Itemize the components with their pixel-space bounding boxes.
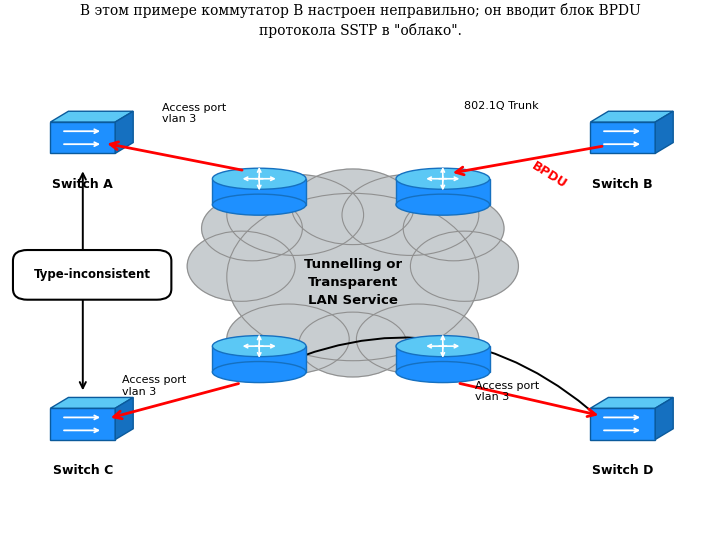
Bar xyxy=(396,346,490,372)
Text: В этом примере коммутатор В настроен неправильно; он вводит блок BPDU
протокола : В этом примере коммутатор В настроен неп… xyxy=(80,3,640,37)
Ellipse shape xyxy=(292,169,414,245)
Text: Switch A: Switch A xyxy=(53,178,113,191)
Text: Type-inconsistent: Type-inconsistent xyxy=(34,268,150,281)
Ellipse shape xyxy=(396,168,490,189)
Ellipse shape xyxy=(212,168,306,189)
Text: Access port
vlan 3: Access port vlan 3 xyxy=(162,103,226,124)
Ellipse shape xyxy=(187,231,295,301)
Ellipse shape xyxy=(396,362,490,382)
Bar xyxy=(50,122,115,153)
Polygon shape xyxy=(50,111,133,122)
Bar xyxy=(50,408,115,440)
Ellipse shape xyxy=(396,335,490,356)
Ellipse shape xyxy=(212,335,306,356)
Bar xyxy=(212,179,306,205)
Ellipse shape xyxy=(403,196,504,261)
Ellipse shape xyxy=(356,304,479,374)
Polygon shape xyxy=(655,111,673,153)
Polygon shape xyxy=(590,111,673,122)
Polygon shape xyxy=(655,397,673,440)
Polygon shape xyxy=(50,397,133,408)
Text: BPDU: BPDU xyxy=(529,160,569,191)
Ellipse shape xyxy=(212,362,306,382)
Text: Access port
vlan 3: Access port vlan 3 xyxy=(475,381,539,402)
Ellipse shape xyxy=(227,193,479,361)
Text: Switch D: Switch D xyxy=(592,464,654,477)
Polygon shape xyxy=(115,111,133,153)
Text: Tunnelling or
Transparent
LAN Service: Tunnelling or Transparent LAN Service xyxy=(304,258,402,307)
Bar xyxy=(212,346,306,372)
Text: 802.1Q Trunk: 802.1Q Trunk xyxy=(464,100,539,111)
Text: Switch C: Switch C xyxy=(53,464,113,477)
Bar xyxy=(396,179,490,205)
Ellipse shape xyxy=(299,312,407,377)
Ellipse shape xyxy=(396,194,490,215)
Text: Switch B: Switch B xyxy=(593,178,653,191)
Ellipse shape xyxy=(212,194,306,215)
Ellipse shape xyxy=(202,196,302,261)
Ellipse shape xyxy=(227,174,364,255)
FancyBboxPatch shape xyxy=(13,250,171,300)
Polygon shape xyxy=(115,397,133,440)
Text: Access port
vlan 3: Access port vlan 3 xyxy=(122,375,186,397)
Polygon shape xyxy=(590,397,673,408)
Bar xyxy=(590,122,655,153)
Bar xyxy=(590,408,655,440)
Ellipse shape xyxy=(227,304,349,374)
Ellipse shape xyxy=(342,174,479,255)
Ellipse shape xyxy=(410,231,518,301)
